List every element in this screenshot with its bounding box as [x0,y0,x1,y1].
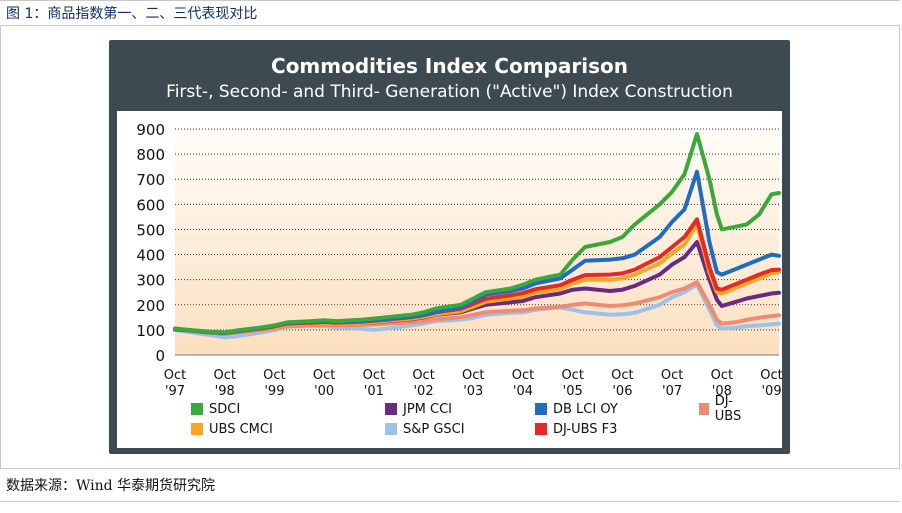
x-tick-year: '08 [712,384,732,399]
x-tick-labels: Oct'97Oct'98Oct'99Oct'00Oct'01Oct'02Oct'… [164,368,783,399]
y-tick-label: 600 [136,196,165,214]
x-tick-year: '06 [612,384,632,399]
plot-area: 0 100 200 300 400 500 600 700 800 900 Oct '97 Oct '9… [117,111,783,448]
y-tick-label: 100 [136,322,165,340]
legend-label: SDCI [209,401,241,417]
x-tick-label: Oct [462,368,484,383]
x-tick-label: Oct [213,368,235,383]
x-tick-year: '04 [513,384,533,399]
legend-label: JPM CCI [403,401,453,417]
chart-panel: Commodities Index Comparison First-, Sec… [109,40,790,454]
grid-lines [175,128,779,356]
x-tick-label: Oct [561,368,583,383]
legend: SDCI JPM CCI DB LCI OY DJ-UBS UBS CMCI S&P GS… [191,394,751,445]
y-tick-label: 500 [136,221,165,239]
legend-swatch [191,423,203,435]
figure-caption: 图 1：商品指数第一、二、三代表现对比 [0,0,900,26]
x-tick-label: Oct [164,368,186,383]
legend-swatch [535,423,547,435]
x-tick-label: Oct [412,368,434,383]
x-tick-year: '01 [364,384,384,399]
y-tick-label: 400 [136,247,165,265]
y-tick-labels: 0 100 200 300 400 500 600 700 800 900 [136,121,165,365]
x-tick-label: Oct [760,368,782,383]
x-tick-year: '99 [264,384,284,399]
legend-label: UBS CMCI [209,421,273,437]
legend-item: DJ-UBS [699,394,751,424]
x-tick-label: Oct [263,368,285,383]
legend-item: DB LCI OY [535,401,618,417]
legend-label: DJ-UBS F3 [553,421,618,437]
data-source-note: 数据来源：Wind 华泰期货研究院 [0,468,900,502]
figure-frame [0,26,900,468]
y-tick-label: 700 [136,171,165,189]
legend-label: DJ-UBS [714,394,742,424]
legend-label: S&P GSCI [403,421,465,437]
legend-item: SDCI [191,401,240,417]
legend-swatch [385,403,397,415]
legend-item: JPM CCI [385,401,452,417]
chart-subtitle: First-, Second- and Third- Generation ("… [166,82,733,102]
series-lines [173,132,781,340]
legend-item: UBS CMCI [191,421,273,437]
legend-swatch [535,403,547,415]
x-tick-year: '05 [563,384,583,399]
x-tick-year: '09 [761,384,781,399]
x-tick-year: '00 [314,384,334,399]
legend-swatch [191,403,203,415]
legend-item: DJ-UBS F3 [535,421,617,437]
chart-title: Commodities Index Comparison [271,54,628,78]
legend-label: DB LCI OY [553,401,618,417]
y-tick-label: 900 [136,121,165,139]
y-tick-label: 200 [136,297,165,315]
legend-swatch [699,403,709,415]
y-tick-label: 0 [155,347,165,365]
x-tick-year: '98 [215,384,235,399]
legend-item: S&P GSCI [385,421,465,437]
x-tick-year: '03 [463,384,483,399]
y-tick-label: 300 [136,272,165,290]
x-tick-label: Oct [363,368,385,383]
x-tick-year: '97 [165,384,185,399]
x-tick-year: '02 [413,384,433,399]
y-tick-label: 800 [136,146,165,164]
x-tick-label: Oct [611,368,633,383]
x-tick-year: '07 [662,384,682,399]
x-tick-label: Oct [661,368,683,383]
x-tick-label: Oct [512,368,534,383]
legend-swatch [385,423,397,435]
x-tick-label: Oct [313,368,335,383]
x-tick-label: Oct [711,368,733,383]
series-line-sdci [173,132,781,335]
